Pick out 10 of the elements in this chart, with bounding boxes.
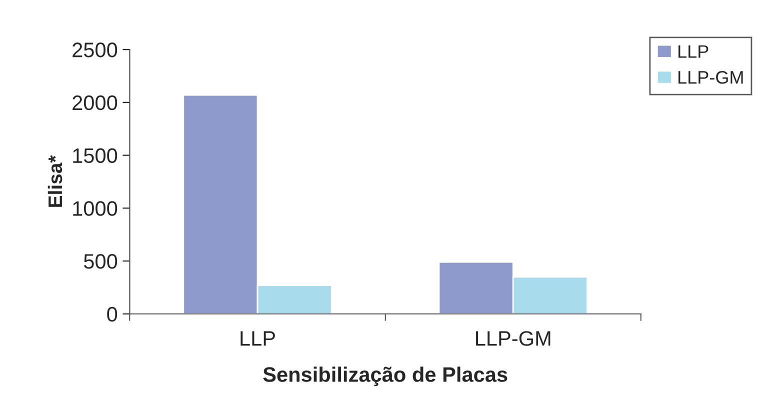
y-tick-label: 0 bbox=[107, 306, 118, 322]
y-axis-title: Elisa* bbox=[48, 155, 62, 207]
legend-label: LLP bbox=[678, 45, 708, 58]
legend-label: LLP-GM bbox=[678, 71, 743, 84]
y-tick-label: 2500 bbox=[72, 42, 118, 58]
y-tick-label: 500 bbox=[84, 254, 118, 269]
y-tick-label: 1500 bbox=[73, 148, 118, 164]
y-tick-label: 1000 bbox=[73, 201, 118, 216]
x-axis-title: Sensibilização de Placas bbox=[263, 366, 508, 386]
y-tick-label: 2000 bbox=[72, 95, 118, 110]
